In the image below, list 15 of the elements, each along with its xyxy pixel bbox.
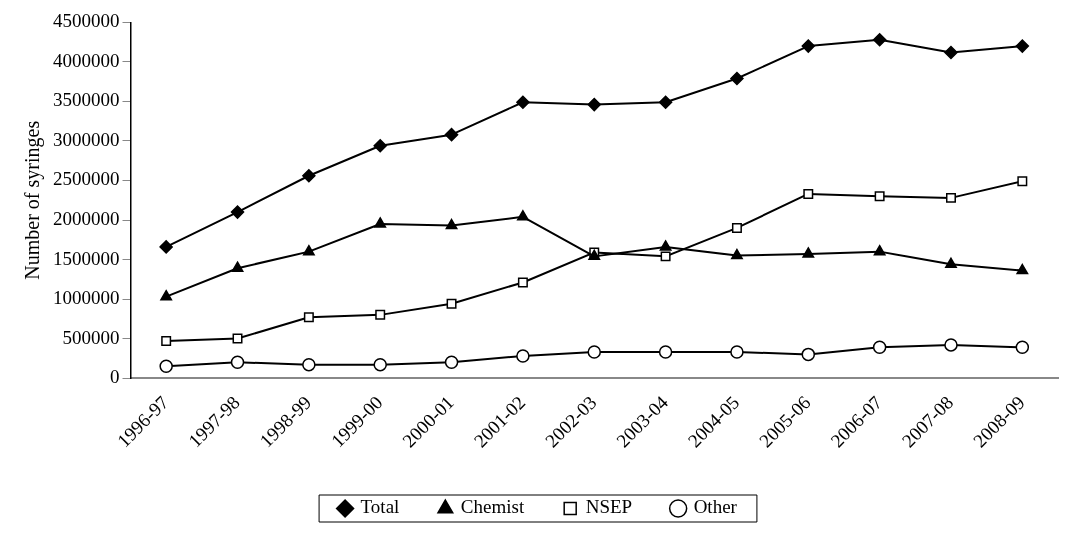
y-tick-label: 0 xyxy=(110,366,120,388)
y-tick-label: 2000000 xyxy=(53,207,120,229)
y-tick-label: 2500000 xyxy=(53,168,120,190)
y-tick-label: 3500000 xyxy=(53,89,120,111)
y-tick-label: 4500000 xyxy=(53,10,120,32)
y-tick-label: 1500000 xyxy=(53,247,120,269)
legend-label: Total xyxy=(360,496,400,518)
y-tick-label: 4000000 xyxy=(53,49,120,71)
y-tick-label: 500000 xyxy=(62,326,120,348)
y-tick-label: 3000000 xyxy=(53,128,120,150)
y-tick-label: 1000000 xyxy=(53,287,120,309)
legend-label: NSEP xyxy=(585,496,633,518)
legend-label: Other xyxy=(693,496,738,518)
y-axis-title: Number of syringes xyxy=(21,120,45,280)
legend-label: Chemist xyxy=(460,496,525,518)
